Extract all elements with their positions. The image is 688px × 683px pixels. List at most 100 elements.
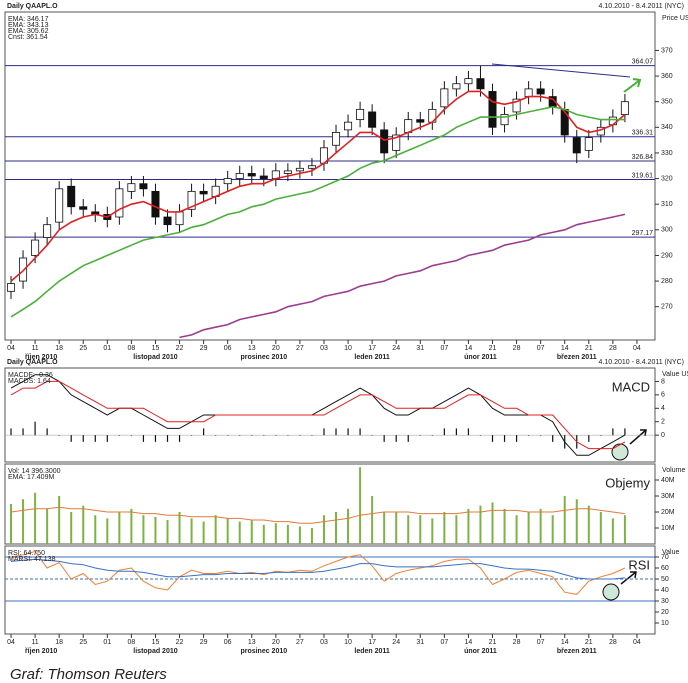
volume-bar <box>58 496 61 544</box>
x-tick-label: 22 <box>176 639 184 646</box>
volume-bar <box>455 515 458 544</box>
annotation: MACD <box>612 379 650 394</box>
x-tick-label: 25 <box>79 639 87 646</box>
volume-bar <box>22 499 25 544</box>
volume-bar <box>539 508 542 544</box>
x-tick-label: 04 <box>7 345 15 352</box>
histogram-bar <box>251 435 253 436</box>
y-tick-label: 4 <box>661 405 665 412</box>
volume-bar <box>503 508 506 544</box>
h-line-label: 364.07 <box>632 58 654 65</box>
candle-body <box>440 88 449 108</box>
series-line <box>10 105 625 318</box>
panel-title: Daily QAAPL.O <box>7 359 58 366</box>
month-label: březen 2011 <box>557 648 597 655</box>
y-tick-label: 300 <box>661 227 673 234</box>
legend-entry: RSI: 64.750 <box>8 550 45 557</box>
x-tick-label: 07 <box>440 639 448 646</box>
histogram-bar <box>600 435 602 436</box>
y-axis-label: Value <box>662 549 679 556</box>
x-tick-label: 14 <box>465 639 473 646</box>
x-tick-label: 28 <box>513 639 521 646</box>
volume-bar <box>202 521 205 544</box>
volume-bar <box>70 512 73 544</box>
x-tick-label: 04 <box>7 639 15 646</box>
volume-bar <box>274 523 277 544</box>
histogram-bar <box>528 435 530 436</box>
x-tick-label: 11 <box>31 345 38 352</box>
y-tick-label: 50 <box>661 576 669 583</box>
volume-bar <box>335 512 338 544</box>
legend-entry: Cnst: 361.54 <box>8 34 48 41</box>
month-label: říjen 2010 <box>25 648 57 655</box>
volume-bar <box>587 505 590 544</box>
y-axis-label: Price USD <box>662 15 688 22</box>
x-tick-label: 03 <box>320 345 328 352</box>
histogram-bar <box>58 435 60 436</box>
x-tick-label: 24 <box>392 345 400 352</box>
caption: Graf: Thomson Reuters <box>10 666 167 683</box>
x-tick-label: 15 <box>152 639 160 646</box>
volume-bar <box>178 512 181 544</box>
histogram-bar <box>395 435 397 442</box>
y-tick-label: 40M <box>661 477 675 484</box>
volume-bar <box>310 528 313 544</box>
histogram-bar <box>22 428 24 436</box>
candle-body <box>283 170 292 174</box>
x-tick-label: 17 <box>368 345 376 352</box>
histogram-bar <box>359 428 361 436</box>
x-tick-label: 06 <box>224 345 232 352</box>
month-label: únor 2011 <box>464 648 497 655</box>
candle-body <box>500 114 509 126</box>
month-label: prosinec 2010 <box>240 648 287 655</box>
volume-bar <box>154 516 157 544</box>
candle-body <box>199 190 208 195</box>
candle-body <box>79 206 88 210</box>
x-tick-label: 08 <box>127 639 135 646</box>
candle-body <box>332 132 341 146</box>
x-tick-label: 28 <box>513 345 521 352</box>
volume-bar <box>106 518 109 544</box>
h-line-label: 336.31 <box>632 130 654 137</box>
histogram-bar <box>383 435 385 442</box>
month-label: listopad 2010 <box>133 648 177 655</box>
x-tick-label: 17 <box>368 639 376 646</box>
circle-mark <box>602 583 620 601</box>
histogram-bar <box>371 435 373 436</box>
x-tick-label: 06 <box>224 639 232 646</box>
candle-body <box>452 83 461 90</box>
volume-bar <box>599 512 602 544</box>
h-line-label: 319.61 <box>632 172 654 179</box>
x-tick-label: 13 <box>248 345 256 352</box>
histogram-bar <box>503 435 506 442</box>
y-tick-label: 360 <box>661 73 673 80</box>
histogram-bar <box>118 435 120 436</box>
histogram-bar <box>190 435 193 436</box>
histogram-bar <box>227 435 229 436</box>
x-tick-label: 10 <box>344 639 352 646</box>
y-tick-label: 2 <box>661 419 665 426</box>
panel-frame <box>4 367 656 463</box>
volume-bar <box>298 526 301 544</box>
volume-bar <box>214 515 217 544</box>
volume-bar <box>226 518 229 544</box>
candle-body <box>524 88 533 97</box>
volume-bar <box>262 524 265 544</box>
candle-body <box>67 185 76 208</box>
x-tick-label: 25 <box>79 345 87 352</box>
volume-bar <box>94 515 97 544</box>
x-tick-label: 24 <box>392 639 400 646</box>
x-tick-label: 10 <box>344 345 352 352</box>
candle-body <box>7 283 16 292</box>
month-label: leden 2011 <box>354 354 390 361</box>
panel-subtitle: 4.10.2010 - 8.4.2011 (NYC) <box>599 3 684 10</box>
volume-bar <box>623 515 626 544</box>
candle-body <box>115 188 124 218</box>
histogram-bar <box>94 435 96 442</box>
y-tick-label: 8 <box>661 378 665 385</box>
histogram-bar <box>34 421 36 436</box>
histogram-bar <box>347 428 349 436</box>
volume-bar <box>395 512 398 544</box>
volume-bar <box>286 524 289 544</box>
x-tick-label: 14 <box>465 345 473 352</box>
